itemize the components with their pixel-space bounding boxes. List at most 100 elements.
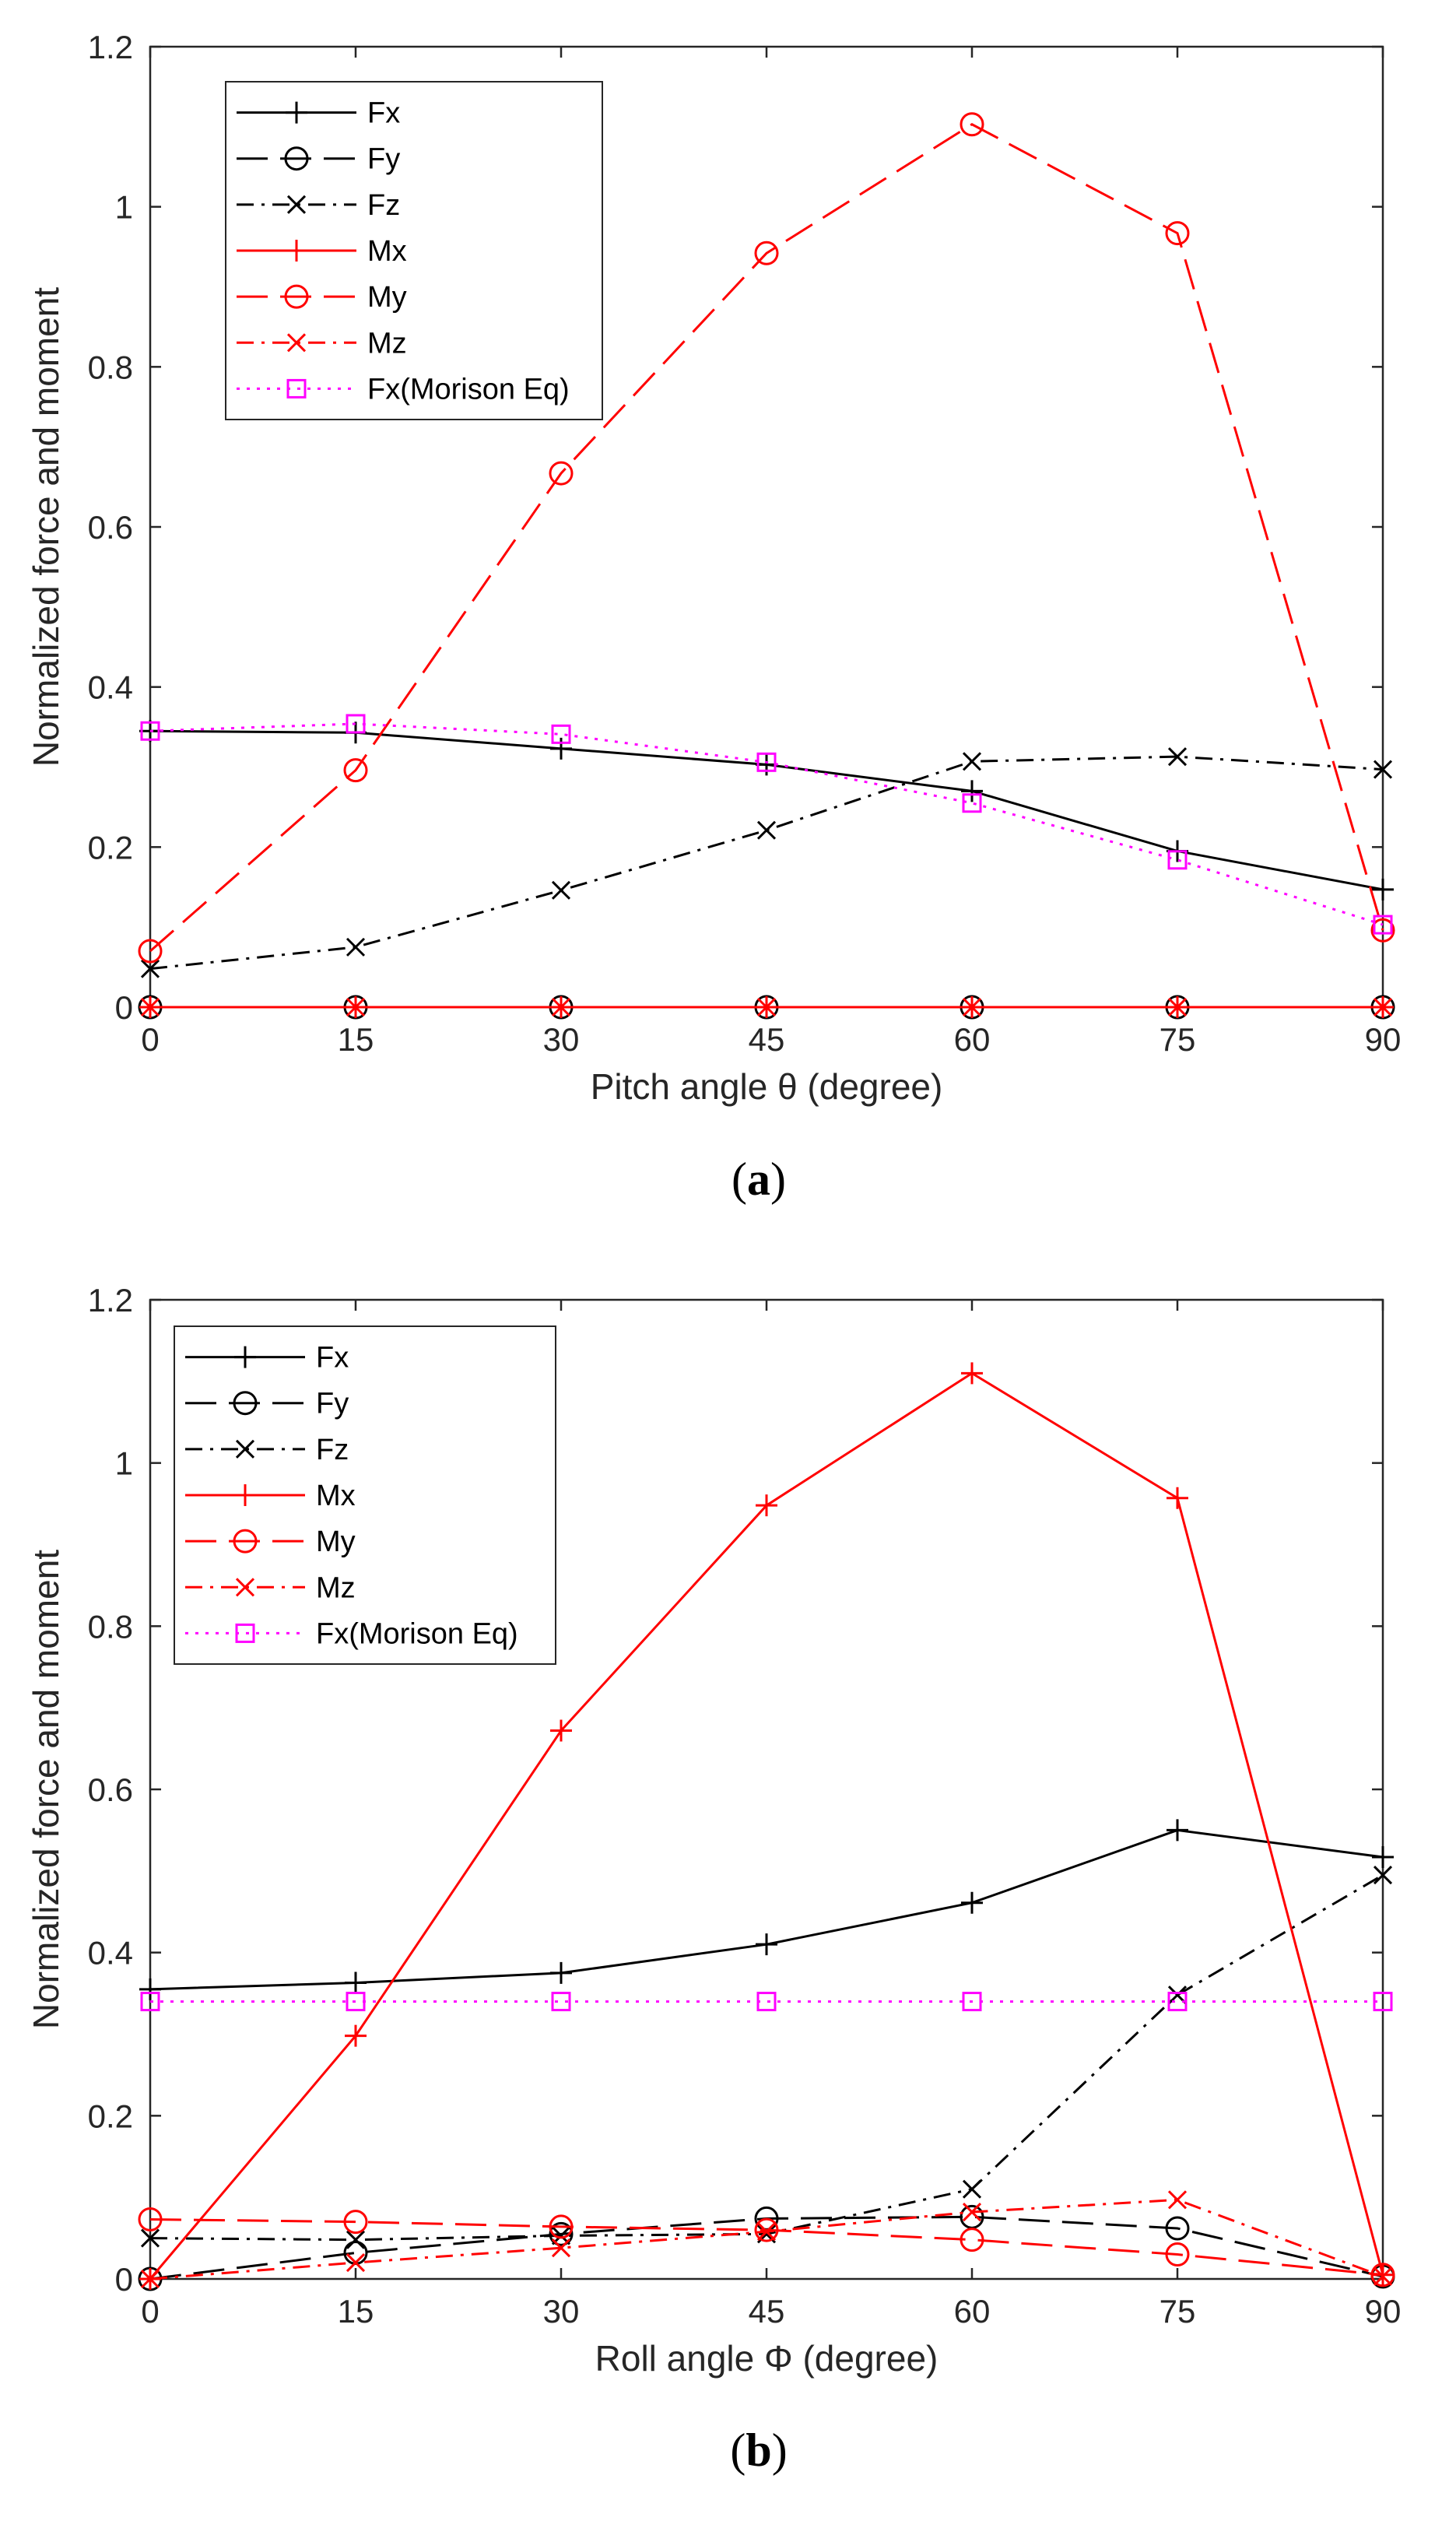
- x-tick-label: 30: [543, 1021, 580, 1058]
- data-point: [343, 2210, 368, 2235]
- y-tick-label: 0.8: [88, 1608, 133, 1645]
- x-tick-label: 60: [954, 1021, 991, 1058]
- legend: Fx Fy Fz Mx My Mz Fx(Morison Eq): [174, 1325, 556, 1665]
- legend-marker: [286, 240, 307, 262]
- series-mx: [139, 1362, 1394, 2290]
- y-tick-label: 0.2: [88, 829, 133, 865]
- caption-letter: a: [747, 1153, 770, 1205]
- data-point: [756, 820, 777, 840]
- data-point: [754, 2217, 779, 2242]
- y-tick-label: 1: [115, 189, 133, 226]
- data-point: [960, 2228, 984, 2252]
- x-axis-label: Roll angle Φ (degree): [595, 2338, 939, 2379]
- series-fx: [139, 1819, 1394, 2000]
- legend-label: My: [316, 1526, 356, 1558]
- data-point: [140, 2228, 160, 2248]
- x-tick-label: 15: [338, 1021, 374, 1058]
- series-fx-morison-eq-: [140, 1992, 1393, 2012]
- data-point: [1167, 1819, 1188, 1842]
- legend-marker: [233, 1391, 258, 1416]
- data-point: [346, 2230, 366, 2249]
- data-point: [549, 2221, 574, 2246]
- legend-label: Fx(Morison Eq): [316, 1617, 518, 1650]
- y-tick-label: 0.6: [88, 509, 133, 546]
- data-point: [1372, 1846, 1394, 1869]
- legend-label: Mz: [316, 1571, 356, 1604]
- x-tick-label: 0: [141, 2293, 159, 2330]
- data-point: [551, 880, 571, 900]
- legend-marker: [286, 195, 307, 214]
- x-tick-label: 90: [1365, 2293, 1402, 2330]
- data-point: [1167, 2190, 1188, 2210]
- data-point: [1372, 878, 1394, 901]
- x-tick-label: 75: [1160, 2293, 1196, 2330]
- data-point: [1165, 2242, 1190, 2267]
- series-my: [138, 112, 1395, 964]
- x-tick-label: 0: [141, 1021, 159, 1058]
- data-point: [1373, 915, 1393, 935]
- data-point: [1165, 221, 1190, 246]
- y-axis-label: Normalized force and moment: [26, 1550, 66, 2029]
- y-tick-label: 0.4: [88, 1935, 133, 1971]
- y-tick-label: 1.2: [88, 29, 133, 65]
- data-point: [962, 793, 982, 813]
- legend: Fx Fy Fz Mx My Mz Fx(Morison Eq): [225, 81, 603, 420]
- x-tick-label: 60: [954, 2293, 991, 2330]
- data-point: [140, 997, 160, 1017]
- data-point: [551, 2238, 571, 2258]
- series-line: [149, 123, 1384, 953]
- legend-label: Fx(Morison Eq): [367, 373, 570, 406]
- data-point: [961, 1891, 983, 1914]
- data-point: [345, 1971, 367, 1994]
- data-point: [138, 939, 163, 964]
- data-point: [140, 1992, 160, 2012]
- legend-label: Fy: [316, 1388, 349, 1420]
- data-point: [960, 112, 984, 137]
- x-tick-label: 30: [543, 2293, 580, 2330]
- y-tick-label: 1.2: [88, 1282, 133, 1318]
- caption: (b): [730, 2424, 787, 2476]
- data-point: [1167, 1487, 1188, 1509]
- data-point: [550, 1961, 572, 1984]
- data-point: [551, 1992, 571, 2012]
- data-point: [345, 2024, 367, 2047]
- data-point: [346, 2252, 366, 2273]
- y-tick-label: 0.2: [88, 2098, 133, 2134]
- legend-marker: [284, 146, 309, 171]
- data-point: [962, 2179, 982, 2199]
- data-point: [1373, 1866, 1393, 1885]
- data-point: [1167, 1992, 1188, 2012]
- legend-label: Fx: [316, 1342, 349, 1375]
- legend-marker: [286, 101, 307, 124]
- legend-marker: [235, 1623, 255, 1643]
- caption-open: (: [732, 1153, 747, 1205]
- data-point: [756, 1992, 777, 2012]
- legend-marker: [234, 1484, 256, 1506]
- caption-close: ): [772, 2424, 788, 2476]
- legend-marker: [286, 378, 307, 399]
- y-tick-label: 0.8: [88, 349, 133, 385]
- x-tick-label: 45: [749, 2293, 785, 2330]
- legend-marker: [235, 1439, 255, 1459]
- data-point: [1165, 2216, 1190, 2241]
- caption-letter: b: [746, 2424, 771, 2476]
- y-axis-label: Normalized force and moment: [26, 287, 66, 767]
- data-point: [756, 1933, 777, 1956]
- legend-marker: [233, 1529, 258, 1554]
- data-point: [962, 997, 982, 1017]
- y-tick-label: 0.6: [88, 1771, 133, 1808]
- x-tick-label: 45: [749, 1021, 785, 1058]
- data-point: [343, 758, 368, 783]
- data-point: [549, 2214, 574, 2239]
- legend-label: Mx: [316, 1480, 356, 1512]
- data-point: [140, 2269, 160, 2289]
- data-point: [550, 1719, 572, 1742]
- data-point: [961, 1362, 983, 1385]
- data-point: [962, 2202, 982, 2222]
- chart-panel-a: 0 15 30 45 60 75 90 0 0.2 0.4 0.6 0.8 1 1.2 Pitch angl…: [26, 29, 1401, 1205]
- data-point: [139, 1978, 161, 2000]
- legend-label: Fz: [367, 189, 400, 222]
- data-point: [961, 780, 983, 802]
- legend-marker: [284, 284, 309, 309]
